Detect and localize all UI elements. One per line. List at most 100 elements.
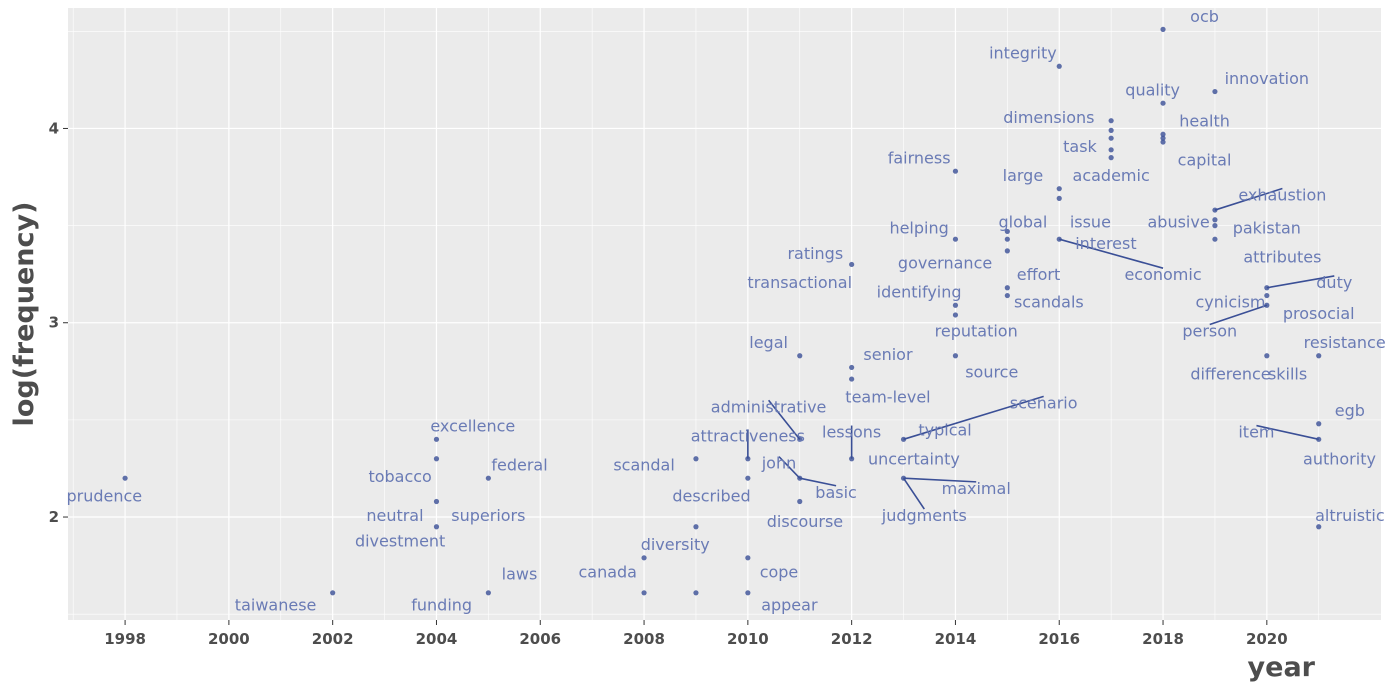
word-label: interest xyxy=(1075,234,1136,253)
data-point xyxy=(1004,285,1010,291)
word-label: senior xyxy=(863,345,913,364)
word-label: taiwanese xyxy=(235,595,317,614)
data-point xyxy=(1160,139,1166,145)
word-label: scandal xyxy=(613,456,674,475)
word-label: identifying xyxy=(877,283,962,302)
data-point xyxy=(1212,236,1218,242)
data-point xyxy=(330,590,336,596)
x-tick-label: 2000 xyxy=(208,630,250,648)
data-point xyxy=(433,498,440,505)
data-point xyxy=(745,456,751,462)
word-label: ocb xyxy=(1190,7,1219,26)
data-point xyxy=(1316,436,1322,442)
data-point xyxy=(1160,100,1166,106)
y-tick-label: 4 xyxy=(49,119,59,137)
word-label: dimensions xyxy=(1003,108,1094,127)
word-label: large xyxy=(1003,166,1044,185)
data-point xyxy=(1056,195,1062,201)
word-label: skills xyxy=(1268,364,1307,383)
data-point xyxy=(900,475,907,481)
word-label: innovation xyxy=(1225,69,1309,88)
leader-line xyxy=(903,395,1044,441)
data-point xyxy=(952,353,959,359)
data-point xyxy=(1264,292,1270,299)
data-point xyxy=(1264,353,1270,359)
data-point xyxy=(1004,248,1010,254)
data-point xyxy=(1316,421,1322,427)
word-label: administrative xyxy=(711,397,827,416)
x-tick-label: 2006 xyxy=(519,630,561,648)
data-point xyxy=(849,456,855,462)
word-label: transactional xyxy=(747,273,852,292)
word-label: lessons xyxy=(822,423,881,442)
word-label: exhaustion xyxy=(1238,186,1326,205)
word-label: capital xyxy=(1178,151,1232,170)
word-label: difference xyxy=(1190,364,1270,383)
data-point xyxy=(1212,223,1218,229)
word-label: prudence xyxy=(66,487,142,506)
data-points xyxy=(122,26,1322,596)
data-point xyxy=(1160,26,1166,32)
word-label: laws xyxy=(502,564,538,583)
data-point xyxy=(1004,292,1010,299)
word-label: governance xyxy=(898,254,992,273)
data-point xyxy=(849,364,855,371)
data-point xyxy=(1004,236,1010,242)
word-label: basic xyxy=(815,483,857,502)
y-axis-title: log(frequency) xyxy=(9,202,40,427)
data-point xyxy=(745,475,751,481)
data-point xyxy=(900,436,907,442)
leader-lines xyxy=(747,187,1335,510)
word-label: pakistan xyxy=(1233,219,1301,238)
word-label: item xyxy=(1238,423,1274,442)
data-point xyxy=(1212,88,1218,95)
data-point xyxy=(693,524,699,530)
data-point xyxy=(1004,228,1010,235)
word-label: resistance xyxy=(1304,333,1386,352)
data-point xyxy=(641,555,647,561)
data-point xyxy=(1316,524,1322,530)
leader-line xyxy=(903,477,977,483)
word-label: john xyxy=(761,454,797,473)
data-point xyxy=(1108,127,1114,133)
leader-line xyxy=(1256,424,1319,441)
word-label: typical xyxy=(918,421,971,440)
x-tick-label: 2020 xyxy=(1246,630,1288,648)
data-point xyxy=(1108,155,1114,161)
data-point xyxy=(797,498,803,505)
word-label: discourse xyxy=(767,512,843,531)
word-label: quality xyxy=(1125,81,1180,100)
word-label: scenario xyxy=(1010,393,1078,412)
word-label: effort xyxy=(1017,265,1061,284)
x-tick-label: 2012 xyxy=(831,630,873,648)
data-point xyxy=(1160,135,1166,141)
data-point xyxy=(1056,63,1062,69)
word-label: federal xyxy=(491,456,547,475)
word-label: neutral xyxy=(366,506,423,525)
x-tick-label: 2008 xyxy=(623,630,665,648)
plot-panel xyxy=(68,8,1381,620)
data-point xyxy=(1056,236,1062,242)
grid-lines xyxy=(68,8,1381,620)
word-label: altruistic xyxy=(1315,506,1385,525)
data-point xyxy=(849,261,855,268)
word-label: appear xyxy=(761,595,818,614)
word-label: attributes xyxy=(1243,248,1321,267)
x-axis-title: year xyxy=(1248,652,1316,683)
data-point xyxy=(1056,186,1062,192)
word-label: ratings xyxy=(787,244,843,263)
word-label: duty xyxy=(1316,273,1352,292)
word-label: egb xyxy=(1335,401,1365,420)
word-label: funding xyxy=(411,595,472,614)
data-point xyxy=(952,312,959,318)
leader-line xyxy=(799,477,837,487)
word-label: cynicism xyxy=(1195,292,1265,311)
x-tick-label: 2002 xyxy=(312,630,354,648)
word-label: academic xyxy=(1073,166,1150,185)
word-label: scandals xyxy=(1014,292,1084,311)
leader-line xyxy=(1209,304,1268,326)
word-label: canada xyxy=(578,562,637,581)
data-point xyxy=(797,353,803,359)
data-point xyxy=(1108,135,1114,141)
